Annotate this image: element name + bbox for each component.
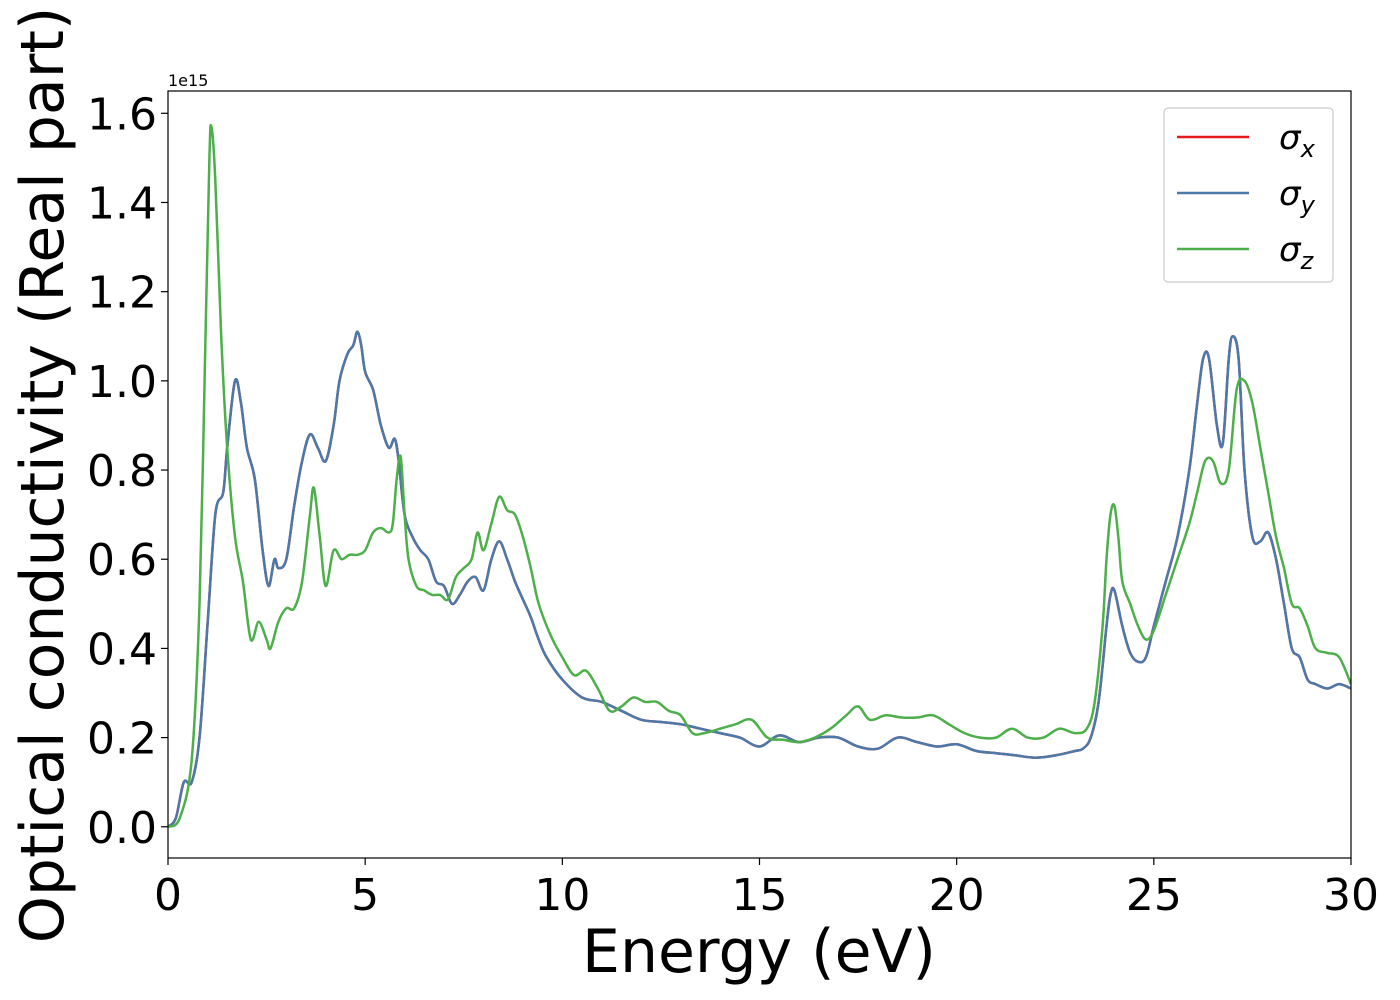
x-tick-label: 30 bbox=[1323, 870, 1379, 921]
y-tick-label: 0.2 bbox=[87, 714, 157, 765]
x-tick-label: 25 bbox=[1126, 870, 1182, 921]
y-tick-label: 1.6 bbox=[87, 89, 157, 140]
x-tick-label: 15 bbox=[732, 870, 788, 921]
y-tick-label: 0.6 bbox=[87, 535, 157, 586]
plot-area bbox=[167, 90, 1352, 859]
y-tick-label: 1.2 bbox=[87, 268, 157, 319]
x-axis-label: Energy (eV) bbox=[582, 917, 936, 987]
y-axis-multiplier-label: 1e15 bbox=[168, 71, 208, 90]
y-tick-label: 0.4 bbox=[87, 624, 157, 675]
y-tick-label: 0.8 bbox=[87, 446, 157, 497]
series-line-sigma-z bbox=[168, 123, 1351, 828]
x-tick-label: 10 bbox=[534, 870, 590, 921]
y-tick-label: 1.0 bbox=[87, 357, 157, 408]
legend-box bbox=[1163, 107, 1334, 283]
x-axis: 0 5 10 15 20 25 30 bbox=[154, 858, 1379, 921]
y-tick-label: 1.4 bbox=[87, 178, 157, 229]
series-line-sigma-y bbox=[168, 330, 1351, 828]
y-tick-label: 0.0 bbox=[87, 803, 157, 854]
y-axis: 0.0 0.2 0.4 0.6 0.8 1.0 1.2 1.4 1.6 bbox=[87, 89, 168, 854]
x-tick-label: 5 bbox=[351, 870, 379, 921]
x-tick-label: 20 bbox=[929, 870, 985, 921]
y-axis-label: Optical conductivity (Real part) bbox=[8, 7, 78, 944]
x-tick-label: 0 bbox=[154, 870, 182, 921]
